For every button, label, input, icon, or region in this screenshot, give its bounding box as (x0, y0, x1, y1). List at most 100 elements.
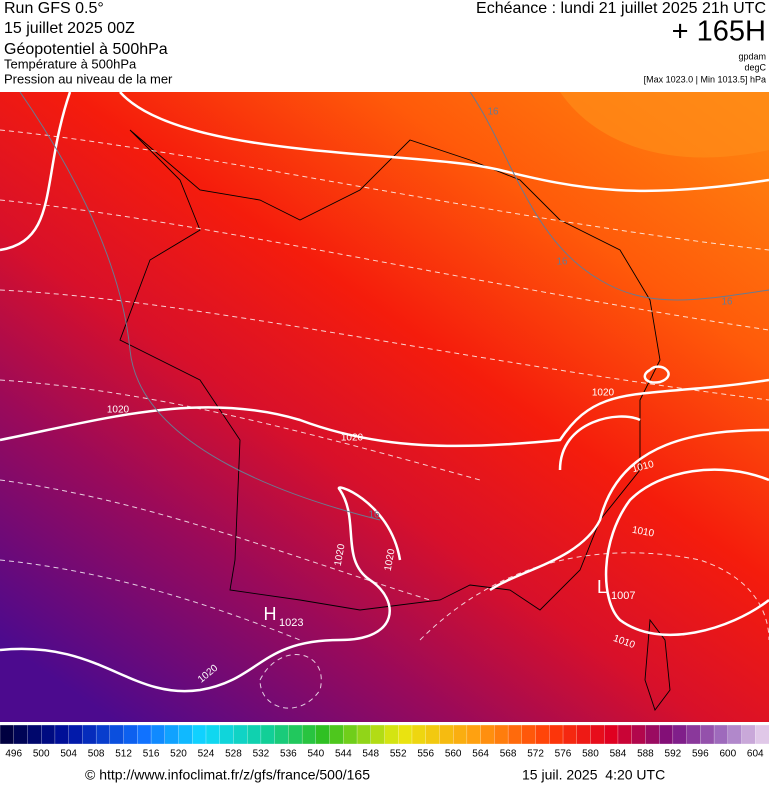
isobar-label: 1020 (341, 433, 364, 444)
isotherm-label: 16 (487, 107, 499, 118)
colorbar-label: 568 (500, 749, 517, 760)
colorbar-swatch (123, 724, 138, 745)
colorbar-swatch (494, 724, 509, 745)
isotherm-label: 16 (368, 510, 380, 521)
colorbar-swatch (164, 724, 180, 745)
colorbar-swatch (27, 724, 42, 745)
unit: gpdam (738, 51, 766, 61)
layer: Géopotentiel à 500hPa (4, 41, 168, 58)
colorbar-label: 588 (637, 749, 654, 760)
colorbar-swatch (315, 724, 331, 745)
colorbar-swatch (755, 724, 769, 745)
run-date: 15 juillet 2025 00Z (4, 20, 135, 37)
colorbar-swatch (178, 724, 193, 745)
colorbar-swatch (0, 724, 15, 745)
colorbar-swatch (260, 724, 276, 745)
colorbar-swatch (356, 724, 372, 745)
colorbar-swatch (329, 724, 344, 745)
map-background (0, 92, 769, 722)
footer-source: © http://www.infoclimat.fr/z/gfs/france/… (85, 767, 370, 783)
colorbar-swatch (41, 724, 56, 745)
pressure-center-value: 1007 (611, 590, 635, 602)
colorbar-label: 544 (335, 749, 352, 760)
colorbar-swatch (205, 724, 221, 745)
colorbar-swatch (384, 724, 399, 745)
colorbar-swatch (713, 724, 729, 745)
valid-time: Echéance : lundi 21 juillet 2025 21h UTC (476, 0, 766, 17)
colorbar-swatch (425, 724, 441, 745)
colorbar-swatch (411, 724, 427, 745)
colorbar-swatch (480, 724, 496, 745)
colorbar-swatch (741, 724, 756, 745)
coastline (644, 618, 671, 711)
colorbar-label: 500 (33, 749, 50, 760)
isobar-label: 1020 (333, 543, 348, 567)
layer: Température à 500hPa (4, 56, 137, 71)
pressure-center-value: 1023 (279, 617, 303, 629)
colorbar-swatch (466, 724, 482, 745)
colorbar-swatch (604, 724, 619, 745)
colorbar-swatch (233, 724, 248, 745)
colorbar-swatch (274, 724, 290, 745)
colorbar-swatch (645, 724, 660, 745)
colorbar-swatch (301, 724, 317, 745)
warm-area (560, 92, 769, 158)
colorbar-swatch (247, 724, 262, 745)
colorbar-swatch (672, 724, 688, 745)
colorbar-label: 576 (555, 749, 572, 760)
colorbar-swatch (576, 724, 592, 745)
colorbar-swatch (82, 724, 97, 745)
colorbar-label: 536 (280, 749, 297, 760)
colorbar-label: 552 (390, 749, 407, 760)
colorbar-label: 600 (719, 749, 736, 760)
colorbar-swatch (521, 724, 537, 745)
colorbar-swatch (617, 724, 633, 745)
colorbar-label: 584 (610, 749, 627, 760)
isobar-label: 1020 (107, 405, 130, 416)
colorbar-label: 512 (115, 749, 132, 760)
height-contours (0, 129, 769, 709)
colorbar-label: 524 (198, 749, 215, 760)
colorbar-swatch (219, 724, 235, 745)
lead-time: + 165H (672, 16, 766, 48)
layer: Pression au niveau de la mer (4, 71, 173, 86)
pressure-center-symbol: L (597, 577, 607, 597)
isotherm-label: 16 (721, 297, 733, 308)
map (0, 92, 769, 722)
colorbar-swatch (288, 724, 303, 745)
colorbar-swatch (95, 724, 111, 745)
colorbar-swatch (590, 724, 605, 745)
colorbar-label: 596 (692, 749, 709, 760)
colorbar-label: 580 (582, 749, 599, 760)
colorbar-swatch (439, 724, 454, 745)
pressure-center-symbol: H (264, 604, 277, 624)
colorbar-swatch (109, 724, 125, 745)
colorbar-label: 564 (472, 749, 489, 760)
isobar-label: 1020 (383, 548, 398, 572)
colorbar-label: 572 (527, 749, 544, 760)
colorbar-label: 548 (362, 749, 379, 760)
colorbar-label: 560 (445, 749, 462, 760)
colorbar-swatch (507, 724, 523, 745)
colorbar-swatch (398, 724, 413, 745)
colorbar-swatch (658, 724, 674, 745)
colorbar-swatch (68, 724, 84, 745)
colorbar-swatch (137, 724, 152, 745)
footer-timestamp: 15 juil. 2025 4:20 UTC (522, 767, 665, 783)
colorbar-label: 520 (170, 749, 187, 760)
isotherm-label: 16 (556, 257, 568, 268)
colorbar-swatch (535, 724, 550, 745)
colorbar-swatch (549, 724, 564, 745)
colorbar-label: 540 (307, 749, 324, 760)
colorbar-label: 516 (143, 749, 160, 760)
colorbar-label: 528 (225, 749, 242, 760)
colorbar-label: 556 (417, 749, 434, 760)
colorbar-label: 496 (5, 749, 22, 760)
isotherms (19, 92, 769, 521)
pressure-range: [Max 1023.0 | Min 1013.5] hPa (644, 74, 766, 84)
colorbar-swatch (54, 724, 70, 745)
colorbar-swatch (727, 724, 743, 745)
colorbar-swatch (370, 724, 386, 745)
colorbar-swatch (343, 724, 358, 745)
